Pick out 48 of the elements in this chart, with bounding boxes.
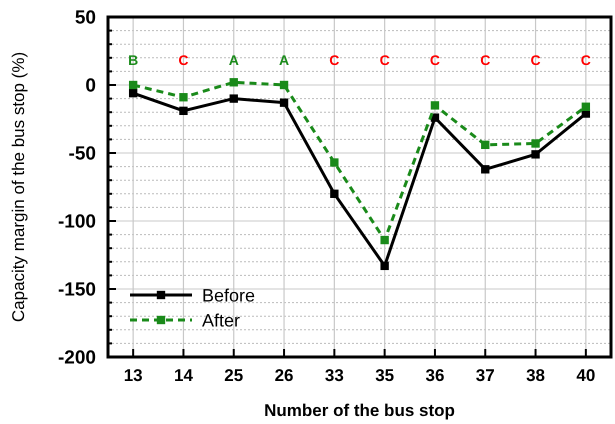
x-tick-label: 35 <box>375 366 394 385</box>
x-tick-label: 33 <box>324 366 344 385</box>
x-tick-label: 38 <box>526 366 546 385</box>
y-axis-title: Capacity margin of the bus stop (%) <box>9 52 28 322</box>
point <box>531 150 540 159</box>
annotation: C <box>530 52 541 68</box>
annotation: B <box>128 52 138 68</box>
point <box>179 106 188 116</box>
annotation: A <box>228 52 239 68</box>
y-tick-label: 0 <box>85 76 96 97</box>
annotation: C <box>178 52 189 68</box>
annotation: C <box>329 52 340 68</box>
x-tick-label: 26 <box>274 366 294 385</box>
x-axis-title: Number of the bus stop <box>264 401 455 420</box>
legend-label: Before <box>202 285 256 306</box>
point <box>380 262 389 270</box>
y-tick-label: -50 <box>68 144 96 165</box>
x-tick-label: 13 <box>124 366 143 385</box>
point <box>481 140 490 150</box>
point <box>531 139 540 148</box>
point <box>380 236 389 244</box>
point <box>330 190 339 198</box>
point <box>128 88 138 98</box>
point <box>330 158 339 167</box>
point <box>280 80 288 90</box>
annotation: C <box>430 52 440 68</box>
x-tick-label: 14 <box>174 366 194 385</box>
y-tick-label: -200 <box>58 348 96 369</box>
point <box>280 98 288 107</box>
x-tick-label: 36 <box>425 366 444 385</box>
y-tick-label: -100 <box>58 212 96 233</box>
annotation: C <box>380 52 390 68</box>
annotation: C <box>580 52 591 68</box>
annotation: A <box>278 52 290 68</box>
point <box>481 165 490 174</box>
point <box>230 78 238 86</box>
point <box>179 93 188 102</box>
legend-label: After <box>202 310 240 330</box>
x-tick-label: 37 <box>476 366 495 385</box>
y-tick-label: -150 <box>58 280 96 301</box>
x-tick-label: 40 <box>576 366 596 385</box>
point <box>230 94 238 103</box>
x-tick-label: 25 <box>224 366 244 385</box>
y-tick-label: 50 <box>74 8 96 29</box>
annotation: C <box>480 52 490 68</box>
point <box>430 101 440 110</box>
point <box>128 80 138 90</box>
point <box>582 102 590 111</box>
